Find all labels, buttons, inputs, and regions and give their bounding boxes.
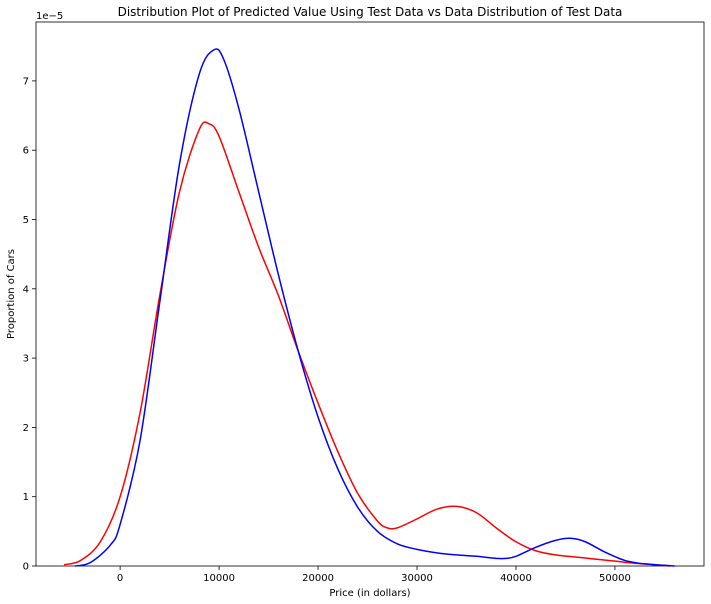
x-tick-label: 50000	[599, 573, 631, 584]
x-tick-label: 40000	[500, 573, 532, 584]
y-offset-label: 1e−5	[36, 11, 63, 22]
series-blue-line	[74, 48, 676, 567]
plot-frame	[35, 21, 705, 567]
x-tick-label: 30000	[401, 573, 433, 584]
y-tick-label: 2	[23, 423, 29, 434]
series-layer	[63, 48, 676, 567]
y-axis-label: Proportion of Cars	[6, 249, 17, 339]
y-tick-label: 6	[23, 146, 29, 157]
plot-area	[35, 21, 705, 567]
y-tick-label: 5	[23, 215, 29, 226]
x-tick-label: 10000	[203, 573, 235, 584]
y-tick-label: 3	[23, 354, 29, 365]
y-tick-label: 4	[23, 284, 29, 295]
chart-title: Distribution Plot of Predicted Value Usi…	[118, 5, 623, 19]
y-tick-label: 1	[23, 492, 29, 503]
y-axis: 0 1 2 3 4 5 6 7	[23, 76, 36, 573]
x-axis-label: Price (in dollars)	[329, 588, 410, 599]
y-tick-label: 0	[23, 562, 29, 573]
series-red-line	[63, 121, 671, 567]
x-tick-label: 0	[117, 573, 123, 584]
x-axis: 0 10000 20000 30000 40000 50000	[117, 566, 631, 584]
y-tick-label: 7	[23, 76, 29, 87]
x-tick-label: 20000	[302, 573, 334, 584]
